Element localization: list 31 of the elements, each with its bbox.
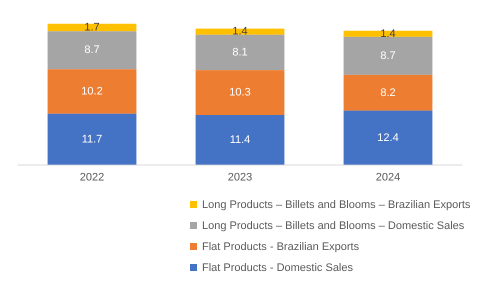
data-label: 10.3 <box>229 86 251 99</box>
bar <box>48 24 136 32</box>
legend-label: Flat Products - Brazilian Exports <box>202 240 360 252</box>
bar <box>48 114 136 165</box>
bar <box>48 31 136 70</box>
bar <box>344 30 432 37</box>
data-label: 8.7 <box>380 50 396 62</box>
data-label: 10.2 <box>81 85 103 98</box>
data-label: 12.4 <box>377 132 399 144</box>
data-label: 8.7 <box>84 44 100 56</box>
data-label: 1.7 <box>84 22 100 34</box>
bar <box>344 74 432 111</box>
bar <box>196 34 284 70</box>
bar <box>344 110 432 165</box>
bar <box>344 36 432 75</box>
data-label: 1.4 <box>232 26 248 38</box>
bar <box>196 115 284 165</box>
bar <box>196 28 284 35</box>
data-label: 1.4 <box>380 28 396 40</box>
x-tick-label: 2022 <box>80 171 104 184</box>
x-tick-label: 2024 <box>376 171 400 184</box>
data-label: 8.1 <box>232 46 248 58</box>
bar <box>48 69 136 114</box>
legend-label: Long Products – Billets and Blooms – Domestic Sales <box>202 220 464 232</box>
legend-label: Long Products – Billets and Blooms – Brazilian Exports <box>202 198 470 210</box>
x-tick-label: 2023 <box>228 171 252 184</box>
legend-label: Flat Products - Domestic Sales <box>202 262 353 274</box>
bar <box>196 70 284 116</box>
data-label: 8.2 <box>380 86 396 99</box>
data-label: 11.4 <box>230 134 250 146</box>
data-label: 11.7 <box>82 133 102 146</box>
